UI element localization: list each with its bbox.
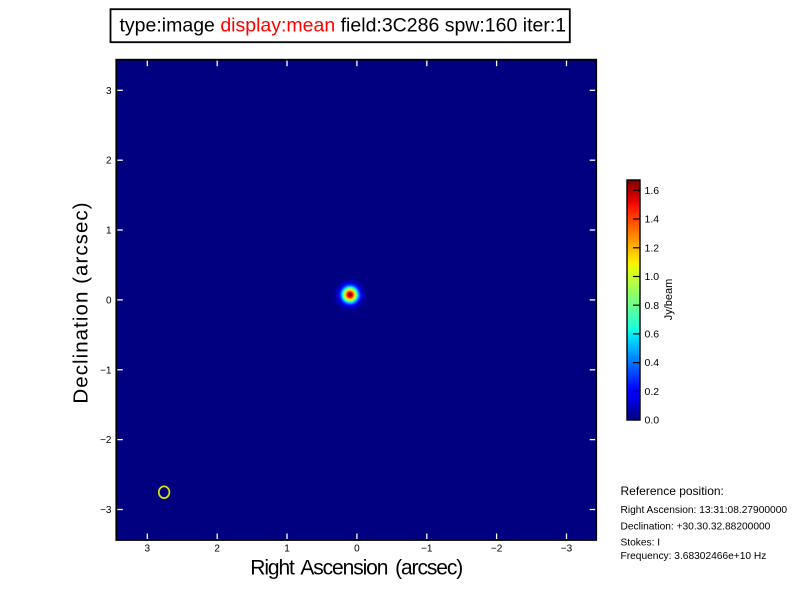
svg-text:1.0: 1.0 [645, 271, 660, 283]
svg-text:−2: −2 [491, 544, 503, 555]
svg-text:0.4: 0.4 [645, 357, 660, 369]
svg-text:Right Ascension: 13:31:08.2790: Right Ascension: 13:31:08.27900000 [621, 505, 788, 516]
svg-text:0: 0 [354, 544, 360, 555]
svg-text:Declination: +30.30.32.8820000: Declination: +30.30.32.88200000 [621, 522, 771, 533]
svg-text:type:image display:mean field:: type:image display:mean field:3C286 spw:… [120, 15, 567, 37]
svg-text:−1: −1 [100, 365, 112, 376]
svg-text:−1: −1 [421, 544, 433, 555]
svg-text:Declination (arcsec): Declination (arcsec) [70, 201, 93, 403]
svg-text:3: 3 [106, 86, 112, 97]
svg-text:0.8: 0.8 [645, 300, 660, 312]
svg-text:Right Ascension (arcsec): Right Ascension (arcsec) [250, 557, 462, 580]
svg-text:0: 0 [106, 295, 112, 306]
svg-text:Stokes: I: Stokes: I [621, 538, 661, 549]
svg-text:3: 3 [145, 544, 151, 555]
svg-text:−3: −3 [561, 544, 573, 555]
svg-text:1.2: 1.2 [645, 242, 660, 254]
svg-text:1: 1 [106, 226, 112, 237]
svg-text:Reference position:: Reference position: [621, 484, 724, 498]
svg-text:0.2: 0.2 [645, 386, 660, 398]
svg-text:Frequency: 3.68302466e+10 Hz: Frequency: 3.68302466e+10 Hz [621, 551, 767, 562]
svg-text:2: 2 [106, 156, 112, 167]
svg-text:2: 2 [214, 544, 220, 555]
svg-text:−2: −2 [100, 435, 112, 446]
svg-text:Jy/beam: Jy/beam [663, 279, 675, 321]
svg-text:1.6: 1.6 [645, 185, 660, 197]
svg-text:0.0: 0.0 [645, 415, 660, 427]
svg-text:1: 1 [284, 544, 290, 555]
svg-text:1.4: 1.4 [645, 214, 660, 226]
svg-text:0.6: 0.6 [645, 329, 660, 341]
svg-text:−3: −3 [100, 505, 112, 516]
